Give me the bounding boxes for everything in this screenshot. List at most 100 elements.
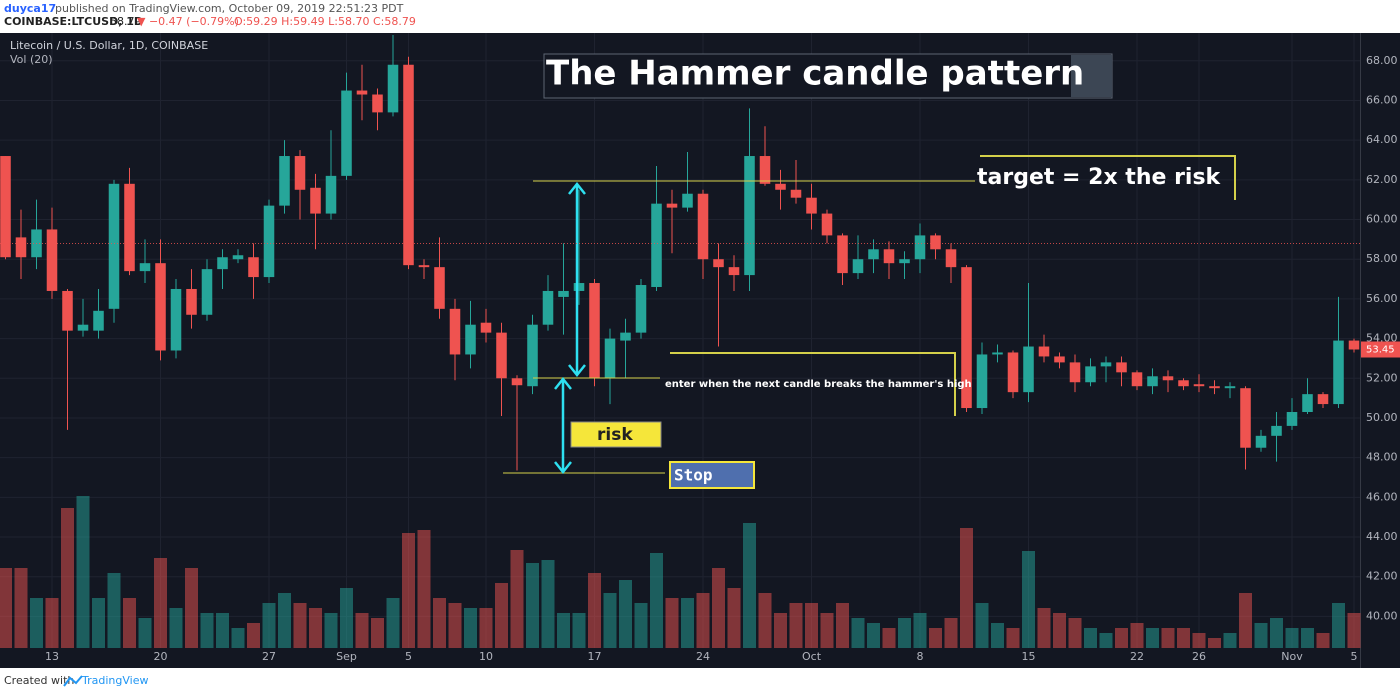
candle-body bbox=[1271, 425, 1282, 436]
y-tick-label: 64.00 bbox=[1366, 133, 1398, 146]
candle-body bbox=[806, 197, 817, 214]
candle-body bbox=[1193, 384, 1205, 387]
candle-body bbox=[1116, 362, 1127, 373]
x-tick-label: 10 bbox=[479, 650, 493, 663]
x-tick-label: 26 bbox=[1192, 650, 1206, 663]
volume-bar bbox=[1130, 623, 1144, 648]
candles bbox=[0, 34, 1360, 471]
candle-body bbox=[682, 193, 693, 208]
author[interactable]: duyca17 bbox=[4, 2, 56, 15]
volume-bar bbox=[1285, 628, 1299, 648]
volume-bar bbox=[200, 613, 214, 648]
y-tick-label: 50.00 bbox=[1366, 411, 1398, 424]
volume-bar bbox=[711, 568, 726, 648]
volume-bar bbox=[649, 553, 664, 648]
candle-body bbox=[930, 235, 941, 250]
volume-bar bbox=[1021, 551, 1036, 648]
candle-body bbox=[1333, 340, 1344, 405]
volume-bar bbox=[1207, 638, 1222, 648]
candle-body bbox=[945, 249, 957, 268]
candle-body bbox=[1131, 372, 1143, 387]
candle-body bbox=[480, 322, 492, 333]
volume-bar bbox=[1083, 628, 1098, 648]
annotation-title: The Hammer candle pattern bbox=[546, 54, 1084, 94]
volume-bar bbox=[215, 613, 230, 648]
candle-body bbox=[325, 175, 337, 214]
volume-bar bbox=[0, 568, 13, 648]
candle-body bbox=[356, 90, 368, 95]
volume-bar bbox=[76, 496, 90, 648]
x-tick-label: 27 bbox=[262, 650, 276, 663]
volume-bar bbox=[122, 598, 137, 648]
volume-bar bbox=[107, 573, 121, 648]
candle-body bbox=[108, 183, 120, 309]
candle-body bbox=[697, 193, 709, 260]
annotation-stop: Stop bbox=[674, 466, 713, 485]
volume-label: Vol (20) bbox=[10, 53, 53, 66]
candle-body bbox=[1178, 380, 1189, 387]
volume-bar bbox=[727, 588, 741, 648]
reward-arrow-heads bbox=[568, 181, 586, 378]
volume-bar bbox=[60, 508, 75, 648]
volume-bar bbox=[184, 568, 199, 648]
y-tick-label: 52.00 bbox=[1366, 371, 1398, 384]
candle-body bbox=[651, 203, 662, 287]
candle-body bbox=[341, 90, 352, 176]
x-tick-label: 5 bbox=[405, 650, 412, 663]
volume-bar bbox=[742, 523, 757, 648]
candle-body bbox=[170, 288, 182, 351]
x-tick-label: 5 bbox=[1351, 650, 1358, 663]
candle-body bbox=[139, 263, 151, 272]
volume-bar bbox=[277, 593, 292, 648]
volume-bar bbox=[758, 593, 772, 648]
x-tick-label: 17 bbox=[588, 650, 602, 663]
volume-bar bbox=[835, 603, 850, 648]
volume-bar bbox=[789, 603, 803, 648]
footer-brand[interactable]: TradingView bbox=[81, 674, 148, 687]
volume-bar bbox=[1269, 618, 1284, 648]
candle-body bbox=[976, 354, 988, 409]
chart-background bbox=[0, 33, 1400, 668]
volume-bar bbox=[618, 580, 633, 648]
volume-bar bbox=[572, 613, 586, 648]
candle-body bbox=[403, 64, 414, 266]
volume-bar bbox=[913, 613, 927, 648]
candle-body bbox=[1224, 386, 1236, 389]
candle-body bbox=[511, 378, 523, 386]
candle-body bbox=[93, 310, 104, 331]
volume-bar bbox=[14, 568, 28, 648]
volume-bar bbox=[324, 613, 338, 648]
candle-body bbox=[852, 259, 864, 274]
candle-body bbox=[558, 290, 569, 297]
y-tick-label: 54.00 bbox=[1366, 332, 1398, 345]
x-tick-label: Sep bbox=[336, 650, 357, 663]
candle-body bbox=[992, 352, 1003, 355]
entry-box bbox=[670, 352, 956, 416]
volume-bar bbox=[975, 603, 989, 648]
x-tick-label: 15 bbox=[1022, 650, 1036, 663]
volume-bar bbox=[169, 608, 183, 648]
volume-bar bbox=[401, 533, 416, 648]
volume-bar bbox=[603, 593, 617, 648]
volume-bar bbox=[1068, 618, 1082, 648]
volume-bar bbox=[1145, 628, 1160, 648]
candle-body bbox=[217, 257, 228, 270]
volume-bar bbox=[1037, 608, 1051, 648]
volume-bar bbox=[804, 603, 819, 648]
volume-bar bbox=[138, 618, 152, 648]
volume-bar bbox=[355, 613, 369, 648]
volume-bar bbox=[386, 598, 400, 648]
candle-body bbox=[1317, 394, 1329, 405]
volume-bar bbox=[448, 603, 462, 648]
last-price-tag bbox=[1361, 341, 1400, 358]
last-price-label: 53.45 bbox=[1366, 345, 1395, 356]
candle-body bbox=[1286, 412, 1298, 426]
annotation-entry: enter when the next candle breaks the ha… bbox=[665, 379, 972, 390]
y-tick-label: 58.00 bbox=[1366, 252, 1398, 265]
volume-bar bbox=[308, 608, 323, 648]
volume-bar bbox=[417, 530, 431, 648]
candle-body bbox=[868, 249, 879, 260]
annotation-target: target = 2x the risk bbox=[977, 165, 1222, 190]
